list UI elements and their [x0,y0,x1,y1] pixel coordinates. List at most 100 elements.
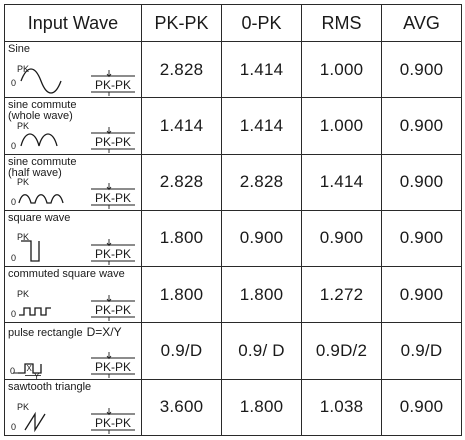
input-wave-cell: square wave PK 0 PK-PK [4,209,142,268]
header-input-wave: Input Wave [4,4,142,42]
wave-name: square wave [8,211,71,224]
value-rms: 0.9D/2 [301,322,382,380]
waveform-conversion-table: Input Wave PK-PK 0-PK RMS AVG Sine PK 0 PK-… [4,4,462,437]
input-wave-cell: sawtooth triangle PK 0 PK-PK [4,378,142,437]
input-wave-cell: Sine PK 0 PK-PK [4,40,142,99]
table-row: commuted square wave PK 0 PK-PK 1.800 1.800 1.… [4,266,462,324]
waveform-trace [20,132,58,146]
value-pk-pk: 1.800 [141,266,222,324]
header-row: Input Wave PK-PK 0-PK RMS AVG [4,4,462,42]
zero-label: 0 [11,78,16,88]
value-zero-pk: 1.414 [221,40,302,99]
pk-label: PK [17,121,29,131]
waveform-graph: PK0 PK-PK [11,402,135,434]
value-zero-pk: 0.9/ D [221,322,302,380]
square-wave-icon: PK 0 PK-PK [6,228,140,266]
zero-label: 0 [11,422,16,432]
table-row: sine commute (whole wave) PK 0 PK-PK 1.414 1.4… [4,97,462,155]
input-wave-cell: sine commute (whole wave) PK 0 PK-PK [4,97,142,155]
wave-name: pulse rectangle [8,327,83,340]
value-zero-pk: 2.828 [221,153,302,211]
wave-subtitle: (half wave) [8,166,62,179]
value-zero-pk: 1.800 [221,378,302,437]
value-avg: 0.900 [381,266,462,324]
sine-wave-icon: PK 0 PK-PK [6,59,140,97]
value-zero-pk: 1.414 [221,97,302,155]
zero-label: 0 [11,197,16,207]
x-label: X [27,364,33,373]
value-avg: 0.900 [381,40,462,99]
value-pk-pk: 2.828 [141,40,222,99]
table-row: square wave PK 0 PK-PK 1.800 0.900 0.900 0.900 [4,209,462,268]
header-avg: AVG [381,4,462,42]
pk-label: PK [17,64,29,74]
pk-pk-label: PK-PK [95,78,131,92]
waveform-trace [24,411,46,433]
wave-name: sine commute [8,99,77,112]
commuted-square-wave-icon: PK 0 PK-PK [6,284,140,322]
input-wave-cell: sine commute (half wave) PK 0 PK-PK [4,153,142,211]
input-wave-cell: commuted square wave PK 0 PK-PK [4,266,142,324]
wave-name: sine commute [8,155,77,168]
waveform-trace [18,193,64,204]
pk-pk-label: PK-PK [95,360,131,374]
pk-label: PK [17,289,29,299]
y-label: Y [34,372,40,379]
value-pk-pk: 3.600 [141,378,222,437]
waveform-graph: PK0 PK-PK [11,64,135,97]
half-wave-rectified-sine-icon: PK 0 PK-PK [6,172,140,209]
waveform-graph: 0 XY PK-PK [10,351,135,379]
waveform-graph: PK 0 PK-PK [11,232,135,266]
pk-pk-label: PK-PK [95,247,131,261]
waveform-graph: PK0 PK-PK [11,289,135,322]
pk-pk-label: PK-PK [95,191,131,205]
value-rms: 1.414 [301,153,382,211]
pk-pk-label: PK-PK [95,135,131,149]
wave-subtitle: D=X/Y [86,325,122,340]
table-row: Sine PK 0 PK-PK 2.828 1.414 1.000 0.900 [4,40,462,99]
pulse-rectangle-icon: 0 X Y PK-PK [6,341,140,379]
pk-label: PK [17,232,29,242]
zero-label: 0 [11,309,16,319]
value-avg: 0.9/D [381,322,462,380]
zero-label: 0 [11,141,16,151]
full-wave-rectified-sine-icon: PK 0 PK-PK [6,116,140,153]
value-pk-pk: 1.414 [141,97,222,155]
value-pk-pk: 1.800 [141,209,222,268]
pk-pk-label: PK-PK [95,416,131,430]
pk-label: PK [17,402,29,412]
value-zero-pk: 0.900 [221,209,302,268]
value-avg: 0.900 [381,153,462,211]
value-rms: 1.038 [301,378,382,437]
table-row: sine commute (half wave) PK 0 PK-PK 2.828 2.82… [4,153,462,211]
header-pk-pk: PK-PK [141,4,222,42]
pk-label: PK [17,177,29,187]
zero-label: 0 [11,253,16,263]
wave-name: sawtooth triangle [8,380,92,393]
wave-name: Sine [8,43,31,55]
table-row: sawtooth triangle PK 0 PK-PK 3.600 1.800 1.038… [4,378,462,437]
value-pk-pk: 2.828 [141,153,222,211]
pk-pk-label: PK-PK [95,303,131,317]
value-rms: 1.000 [301,40,382,99]
value-rms: 1.272 [301,266,382,324]
zero-label: 0 [10,366,15,376]
value-avg: 0.900 [381,378,462,437]
header-zero-pk: 0-PK [221,4,302,42]
sawtooth-triangle-icon: PK 0 PK-PK [6,397,140,434]
waveform-graph: PK0 PK-PK [11,121,135,153]
value-zero-pk: 1.800 [221,266,302,324]
waveform-trace [18,363,42,374]
value-pk-pk: 0.9/D [141,322,222,380]
value-rms: 0.900 [301,209,382,268]
header-rms: RMS [301,4,382,42]
input-wave-cell: pulse rectangle D=X/Y 0 X Y PK-PK [4,322,142,380]
waveform-graph: PK0 PK-PK [11,177,135,209]
wave-subtitle: (whole wave) [8,110,73,123]
waveform-trace [21,240,40,262]
waveform-trace [19,307,51,317]
value-rms: 1.000 [301,97,382,155]
wave-name: commuted square wave [8,268,125,281]
value-avg: 0.900 [381,209,462,268]
